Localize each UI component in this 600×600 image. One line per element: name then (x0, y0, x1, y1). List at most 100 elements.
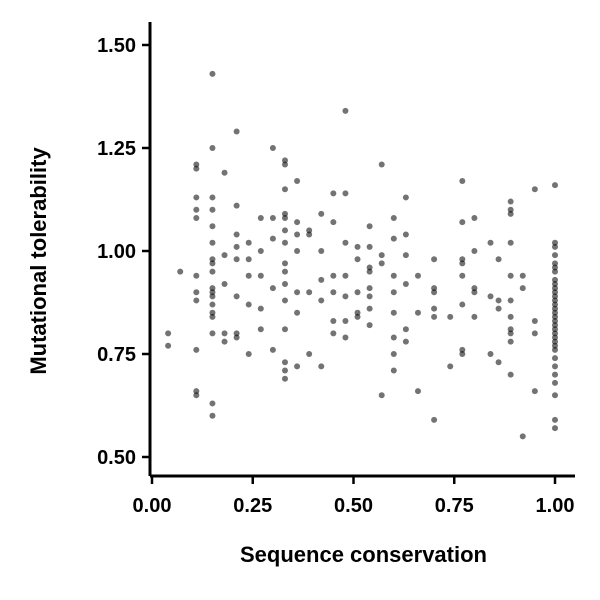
x-tick-label: 0.50 (334, 495, 373, 517)
data-point (471, 285, 478, 292)
data-point (378, 260, 385, 267)
data-point (354, 243, 361, 250)
data-point (209, 256, 216, 263)
data-point (390, 215, 397, 222)
data-point (390, 235, 397, 242)
data-point (552, 293, 558, 300)
data-point (354, 256, 361, 263)
data-point (269, 235, 276, 242)
data-point (459, 272, 466, 279)
data-point (390, 289, 397, 296)
data-point (552, 416, 558, 423)
data-point (209, 206, 216, 213)
data-point (209, 268, 216, 275)
data-point (471, 313, 478, 320)
data-point (447, 363, 454, 370)
data-point (257, 326, 264, 333)
data-point (402, 231, 409, 238)
data-point (342, 107, 349, 114)
data-point (193, 194, 200, 201)
data-point (245, 351, 252, 357)
data-point (281, 161, 288, 168)
data-point (459, 219, 466, 226)
data-point (552, 326, 558, 333)
data-point (487, 293, 494, 300)
data-point (531, 186, 538, 193)
data-point (495, 359, 502, 366)
data-point (193, 206, 200, 213)
data-point (281, 297, 288, 304)
data-point (281, 367, 288, 374)
data-point (281, 359, 288, 366)
data-point (552, 285, 558, 292)
y-tick-label: 1.00 (97, 241, 136, 263)
data-point (366, 285, 373, 292)
data-point (459, 301, 466, 308)
data-point (233, 128, 240, 135)
data-point (366, 322, 373, 329)
data-point (552, 342, 558, 349)
data-point (459, 351, 466, 357)
data-point (209, 145, 216, 151)
data-point (507, 297, 514, 304)
data-point (281, 227, 288, 234)
data-point (552, 318, 558, 325)
data-point (552, 355, 558, 362)
data-point (552, 276, 558, 283)
data-point (402, 338, 409, 345)
data-point (281, 215, 288, 222)
data-point (209, 289, 216, 296)
data-point (552, 260, 558, 267)
data-point (552, 289, 558, 296)
data-point (193, 392, 200, 399)
data-point (318, 276, 325, 283)
data-point (552, 363, 558, 370)
data-point (342, 334, 349, 341)
data-point (552, 338, 558, 345)
data-point (306, 289, 313, 296)
data-point (402, 326, 409, 333)
data-point (519, 285, 526, 292)
data-point (487, 351, 494, 357)
x-tick-label: 0.75 (435, 495, 474, 517)
data-point (342, 190, 349, 197)
data-point (281, 280, 288, 287)
data-point (495, 305, 502, 312)
data-point (209, 412, 216, 419)
data-point (390, 272, 397, 279)
data-point (507, 371, 514, 378)
data-point (233, 293, 240, 300)
data-point (378, 392, 385, 399)
data-point (209, 330, 216, 337)
data-point (294, 248, 301, 254)
data-point (245, 239, 252, 246)
data-point (221, 330, 228, 337)
data-point (318, 363, 325, 370)
data-point (209, 301, 216, 308)
data-point (366, 305, 373, 312)
data-point (306, 231, 313, 238)
data-point (281, 210, 288, 217)
data-point (552, 334, 558, 341)
data-point (281, 239, 288, 246)
data-point (269, 145, 276, 151)
data-point (552, 280, 558, 287)
data-point (209, 223, 216, 230)
data-point (471, 289, 478, 296)
data-point (447, 313, 454, 320)
data-point (306, 227, 313, 234)
data-point (318, 248, 325, 254)
data-point (165, 342, 172, 349)
data-point (209, 260, 216, 267)
data-point (233, 202, 240, 209)
y-tick-label: 1.25 (97, 138, 136, 160)
data-point (507, 326, 514, 333)
data-point (209, 194, 216, 201)
data-point (342, 293, 349, 300)
data-point (459, 177, 466, 184)
data-point (366, 243, 373, 250)
data-point (531, 330, 538, 337)
data-point (507, 330, 514, 337)
data-point (233, 231, 240, 238)
data-point (402, 280, 409, 287)
